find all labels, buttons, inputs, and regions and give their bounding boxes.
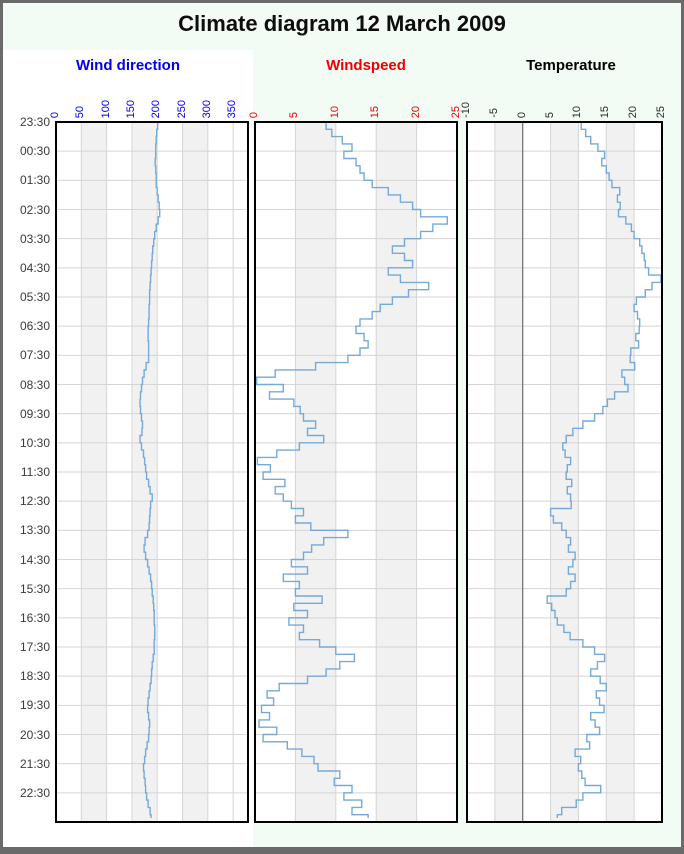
temperature-title: Temperature <box>526 57 616 74</box>
windspeed-panel-border <box>254 121 458 823</box>
windspeed-data-line <box>255 122 448 818</box>
temperature-panel-border <box>466 121 663 823</box>
temperature-data-line <box>546 122 662 818</box>
windspeed-title: Windspeed <box>326 57 406 74</box>
wind-panel-border <box>55 121 249 823</box>
page-title: Climate diagram 12 March 2009 <box>178 11 506 36</box>
wind-direction-title: Wind direction <box>75 57 181 74</box>
wind-data-line <box>139 122 161 818</box>
temperature-panel <box>466 121 663 823</box>
wind-panel <box>55 121 249 823</box>
windspeed-panel <box>254 121 458 823</box>
